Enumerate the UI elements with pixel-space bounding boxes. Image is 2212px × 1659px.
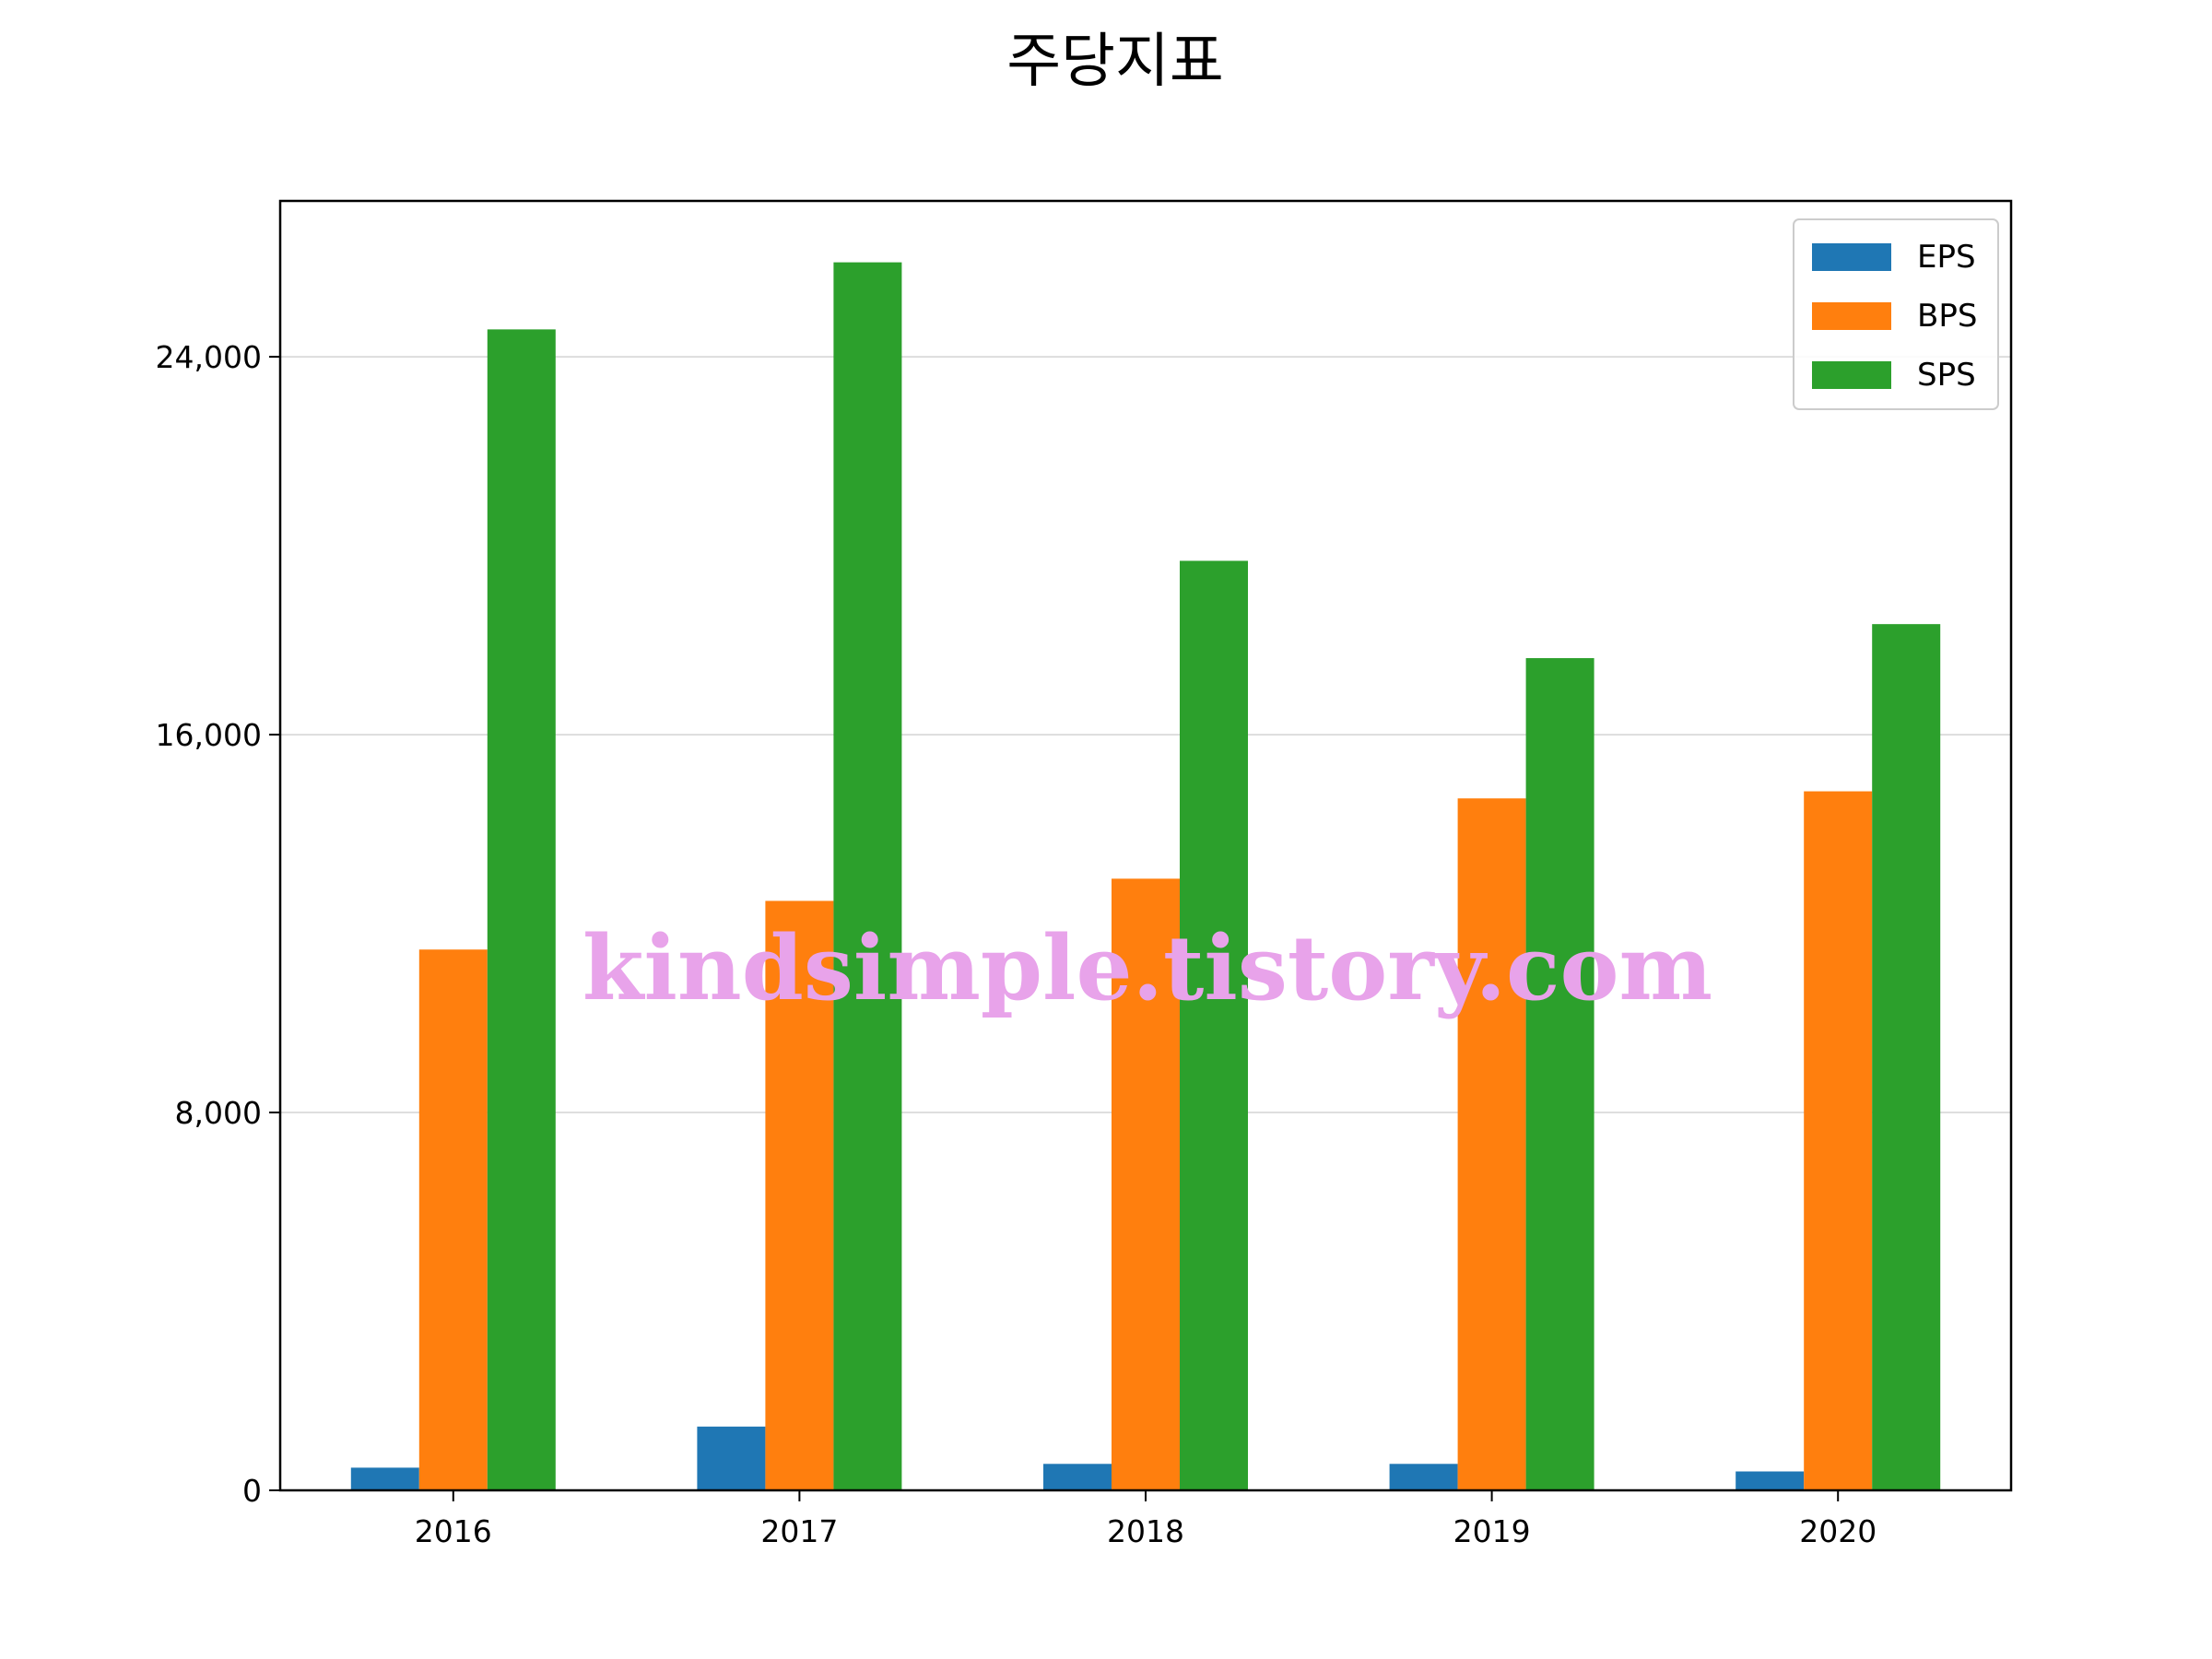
bars <box>350 262 1941 1491</box>
bar-sps-2016 <box>487 329 556 1490</box>
legend: EPS BPS SPS <box>1793 218 1999 410</box>
x-tick-label: 2018 <box>1107 1513 1184 1549</box>
x-tick-label: 2017 <box>760 1513 838 1549</box>
legend-label-sps: SPS <box>1917 357 1976 394</box>
bar-eps-2019 <box>1389 1464 1458 1490</box>
x-axis: 2016 2017 2018 2019 2020 <box>415 1490 1877 1549</box>
watermark-text: kindsimple.tistory.com <box>582 916 1712 1020</box>
y-tick-label: 8,000 <box>175 1095 262 1131</box>
bar-eps-2018 <box>1043 1464 1112 1490</box>
x-tick-label: 2019 <box>1453 1513 1531 1549</box>
bar-eps-2020 <box>1735 1471 1805 1490</box>
legend-label-bps: BPS <box>1917 298 1977 335</box>
y-tick-label: 24,000 <box>156 339 262 375</box>
bar-eps-2016 <box>350 1467 419 1490</box>
bar-bps-2017 <box>765 900 834 1490</box>
y-tick-label: 16,000 <box>156 717 262 753</box>
y-tick-label: 0 <box>242 1473 262 1509</box>
bar-sps-2019 <box>1525 658 1594 1490</box>
bar-sps-2020 <box>1872 624 1941 1490</box>
chart-title: 주당지표 <box>1006 28 1224 96</box>
x-tick-label: 2016 <box>415 1513 492 1549</box>
legend-swatch-eps <box>1812 243 1891 271</box>
bar-bps-2016 <box>418 949 488 1490</box>
bar-eps-2017 <box>697 1426 766 1490</box>
legend-swatch-bps <box>1812 302 1891 330</box>
bar-sps-2017 <box>833 262 902 1491</box>
bar-bps-2020 <box>1804 791 1873 1490</box>
x-tick-label: 2020 <box>1799 1513 1877 1549</box>
y-axis: 0 8,000 16,000 24,000 <box>156 339 280 1509</box>
legend-label-eps: EPS <box>1917 239 1976 276</box>
legend-swatch-sps <box>1812 361 1891 389</box>
bar-bps-2019 <box>1457 798 1526 1490</box>
bar-bps-2018 <box>1112 878 1180 1490</box>
bar-sps-2018 <box>1180 560 1248 1490</box>
